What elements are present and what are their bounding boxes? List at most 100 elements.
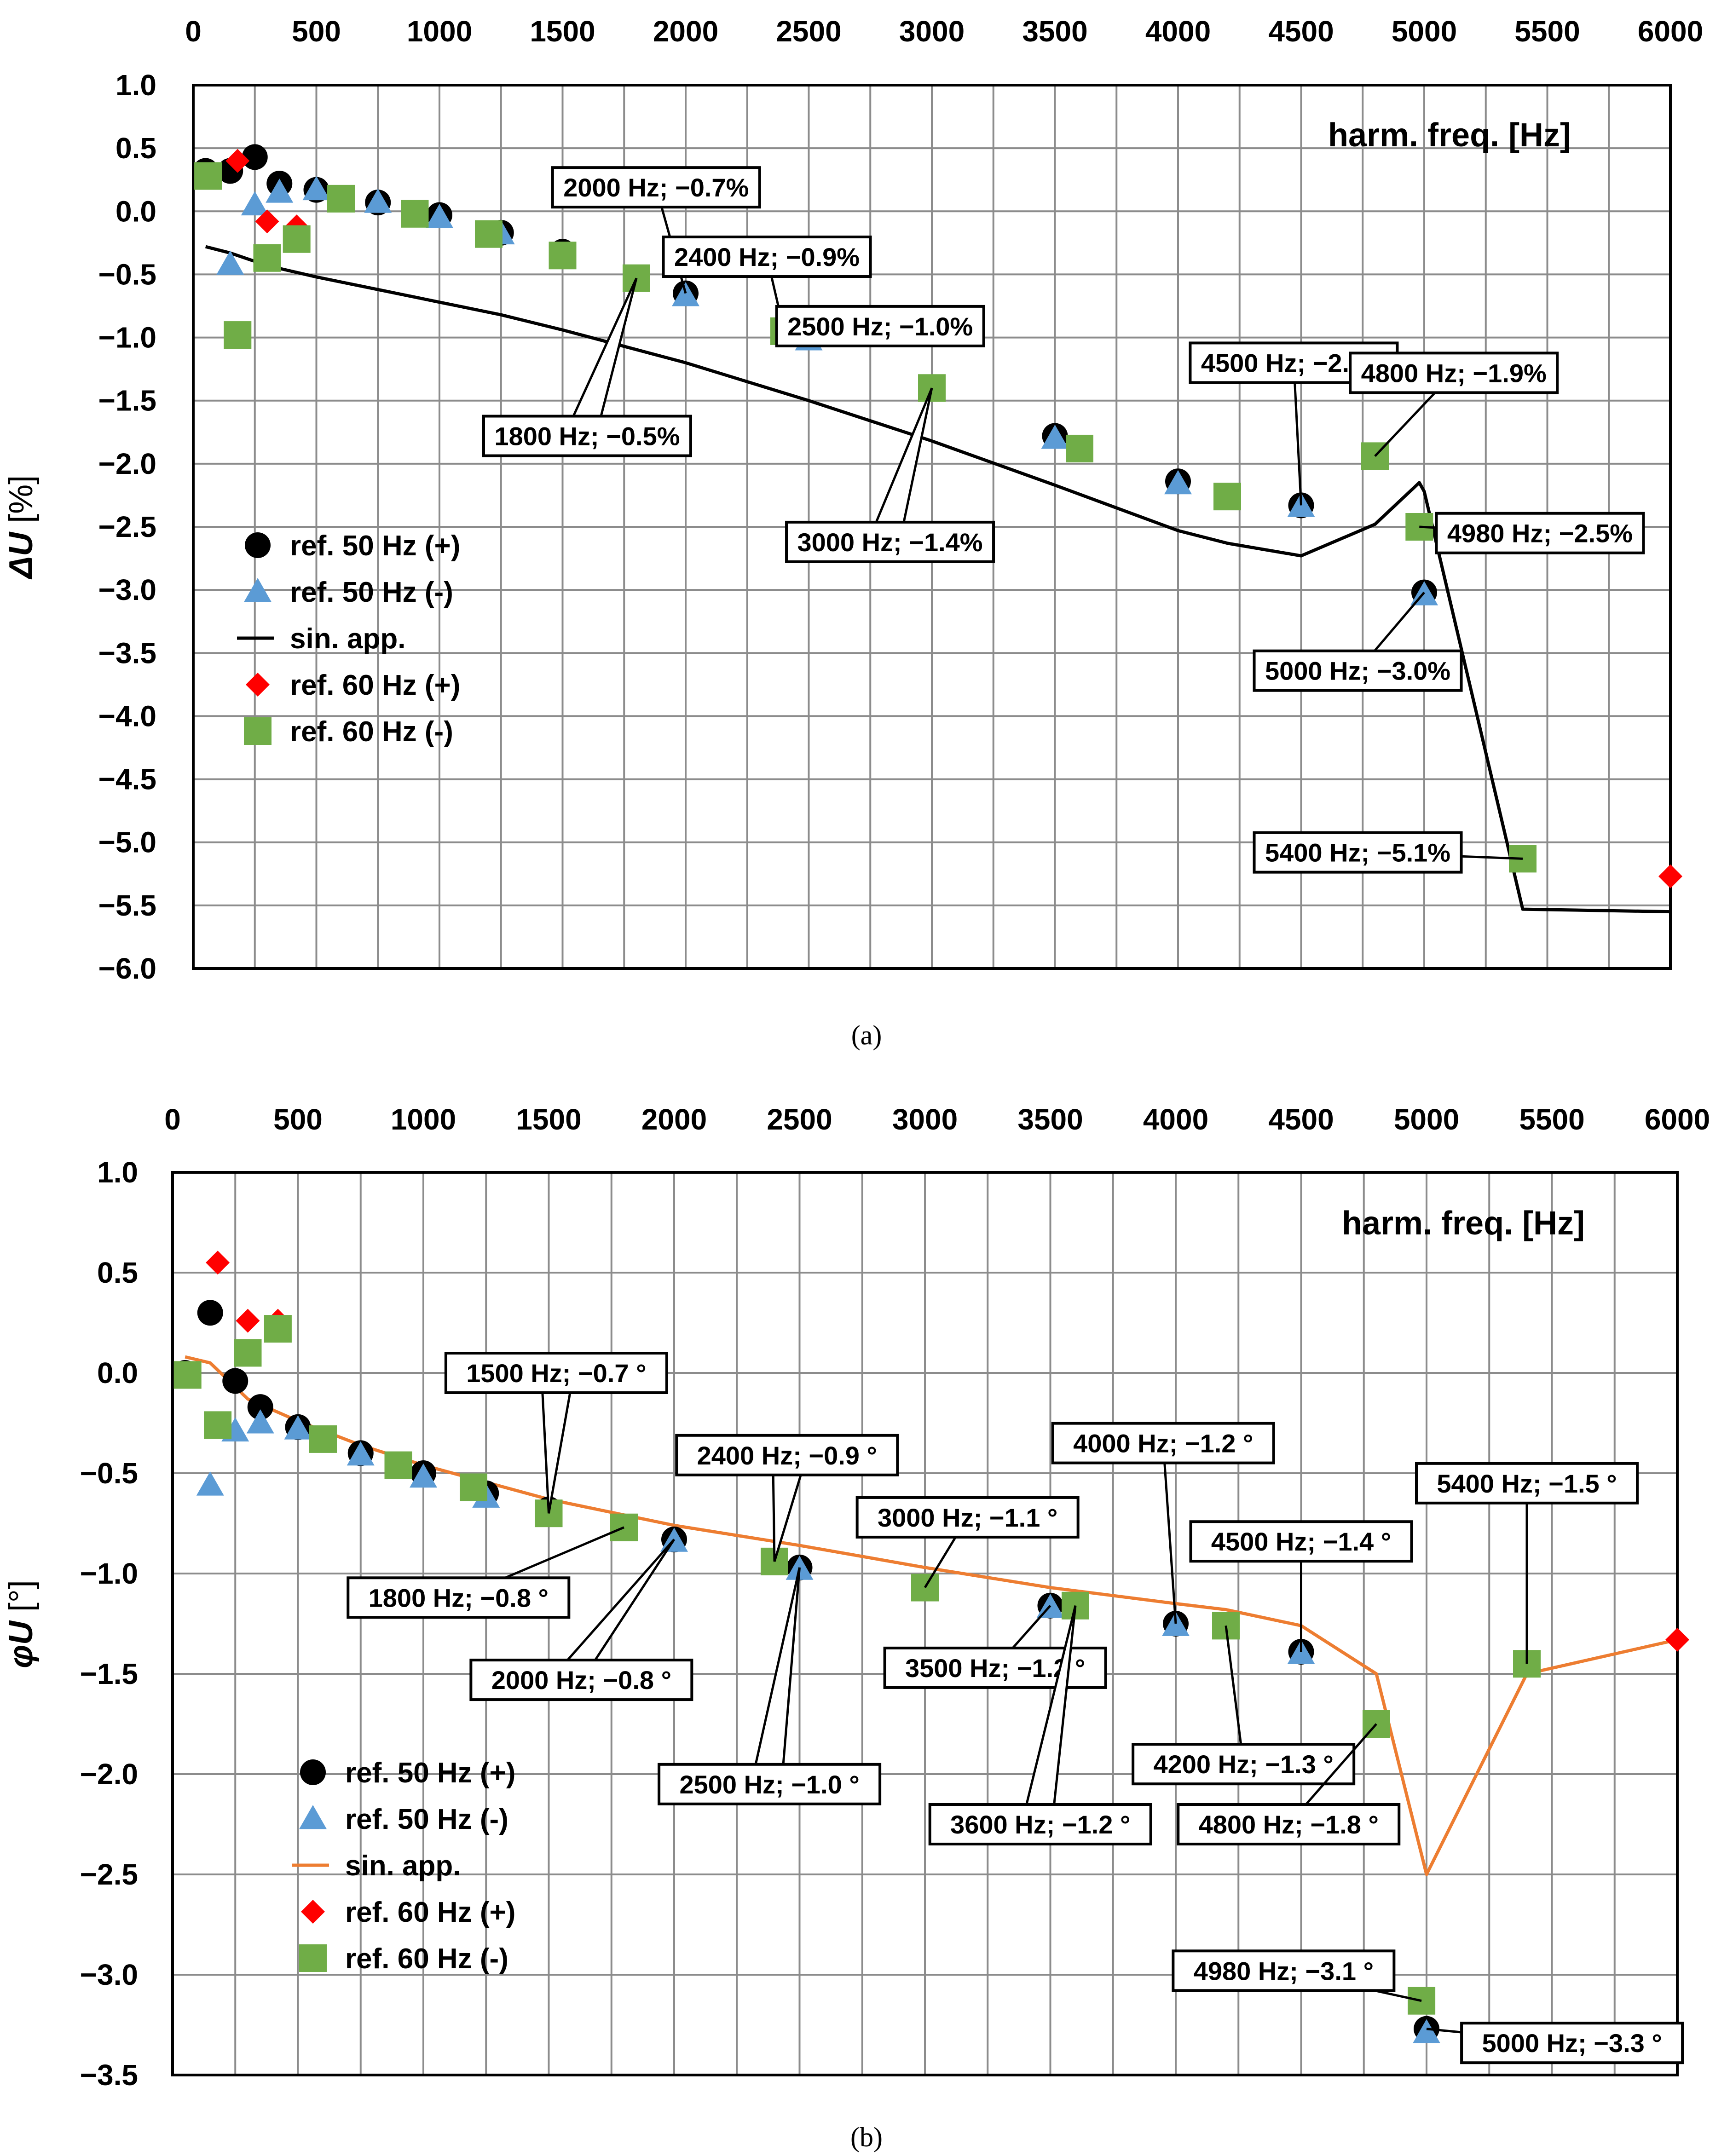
annotation-box: [347, 1576, 571, 1619]
data-point: [1041, 425, 1069, 449]
data-point: [364, 189, 392, 213]
data-point: [1162, 1612, 1190, 1636]
subfigure-label: (a): [851, 1020, 882, 1050]
y-tick-label: −4.0: [98, 699, 156, 732]
data-point: [244, 717, 272, 745]
annotation-box: [1177, 1803, 1401, 1845]
annotation: 1800 Hz; −0.5%: [482, 277, 692, 457]
data-point: [247, 1394, 273, 1420]
x-axis-label: harm. freq. [Hz]: [1328, 117, 1571, 154]
annotation-text: 4800 Hz; −1.8 °: [1199, 1810, 1379, 1839]
legend-label: sin. app.: [345, 1850, 461, 1882]
annotation-text: 2400 Hz; −0.9 °: [697, 1441, 877, 1470]
annotation-leader: [1225, 1626, 1245, 1764]
annotation-text: 4800 Hz; −1.9%: [1361, 358, 1547, 387]
y-axis-label: ΔU [%]: [3, 475, 40, 580]
annotation: 3000 Hz; −1.4%: [785, 387, 995, 563]
x-tick-label: 1500: [516, 1103, 581, 1136]
series-line-sin-app: [205, 245, 1671, 914]
y-tick-label: 0.5: [97, 1256, 138, 1289]
legend-label: ref. 50 Hz (+): [345, 1757, 515, 1789]
annotation: 3000 Hz; −1.1 °: [855, 1496, 1080, 1588]
x-tick-label: 4000: [1145, 15, 1211, 48]
y-axis-unit: [%]: [3, 475, 40, 532]
chart-b: 0 500 1000 1500 2000 2500 3000 3500 4000 4500 5000…: [3, 1103, 1710, 2152]
annotation: 5400 Hz; −5.1%: [1253, 831, 1523, 874]
data-point: [244, 578, 272, 602]
annotation: 1500 Hz; −0.7 °: [444, 1352, 668, 1514]
data-point: [301, 1900, 325, 1924]
annotation-box: [785, 520, 995, 563]
annotation-text: 3600 Hz; −1.2 °: [950, 1810, 1130, 1839]
annotation-text: 4000 Hz; −1.2 °: [1073, 1429, 1253, 1458]
y-tick-label: −5.0: [98, 826, 156, 859]
annotation-box: [444, 1352, 668, 1394]
annotation-text: 2400 Hz; −0.9%: [674, 242, 860, 271]
data-point: [672, 282, 699, 306]
data-point: [1066, 434, 1093, 462]
y-tick-label: −1.0: [80, 1557, 138, 1590]
x-tick-label: 2000: [641, 1103, 707, 1136]
data-point: [549, 242, 577, 270]
plot-frame: [192, 84, 1672, 970]
x-tick-label: 5500: [1519, 1103, 1584, 1136]
data-point: [1658, 864, 1682, 888]
annotation: 5400 Hz; −1.5 °: [1415, 1462, 1639, 1664]
y-axis-symbol: ΔU: [3, 531, 40, 580]
annotation: 2000 Hz; −0.8 °: [469, 1539, 693, 1701]
annotation-text: 3000 Hz; −1.4%: [797, 528, 982, 557]
legend-label: ref. 60 Hz (-): [290, 716, 453, 748]
data-point: [283, 225, 311, 253]
x-axis-label: harm. freq. [Hz]: [1342, 1205, 1585, 1242]
y-tick-label: −2.0: [80, 1758, 138, 1791]
annotation-text: 2500 Hz; −1.0 °: [679, 1770, 859, 1799]
y-tick-label: −6.0: [98, 952, 156, 985]
data-point: [242, 144, 268, 170]
data-point: [236, 1309, 260, 1333]
y-tick-label: −1.5: [80, 1657, 138, 1690]
annotation-leader: [1162, 1443, 1177, 1624]
legend: ref. 50 Hz (+) ref. 50 Hz (-) sin. app. ref…: [292, 1757, 515, 1975]
data-point: [204, 1411, 232, 1439]
annotation: 2000 Hz; −0.7%: [551, 166, 761, 294]
data-point: [401, 200, 429, 228]
x-tick-label: 500: [273, 1103, 323, 1136]
annotation-text: 4980 Hz; −2.5%: [1447, 519, 1633, 548]
data-point: [384, 1451, 412, 1479]
annotation-box: [1172, 1949, 1396, 1992]
y-tick-label: −3.0: [98, 573, 156, 606]
legend-label: ref. 60 Hz (-): [345, 1943, 508, 1975]
annotation-box: [1253, 649, 1463, 692]
x-tick-label: 1000: [391, 1103, 456, 1136]
data-point: [197, 1300, 223, 1326]
annotation-text: 5400 Hz; −5.1%: [1265, 838, 1450, 867]
annotation: 4200 Hz; −1.3 °: [1132, 1626, 1356, 1786]
data-point: [327, 184, 355, 213]
data-point: [410, 1463, 437, 1488]
annotation-box: [1132, 1743, 1356, 1786]
data-point: [253, 244, 281, 272]
data-point: [173, 1361, 202, 1389]
annotation-box: [1051, 1422, 1275, 1464]
y-tick-label: 1.0: [116, 69, 156, 102]
annotation-text: 3500 Hz; −1.2 °: [905, 1654, 1085, 1683]
data-point: [1413, 2019, 1440, 2043]
data-point: [206, 1251, 230, 1275]
series-ref-50-hz-: [196, 1409, 1440, 2043]
annotation-text: 4980 Hz; −3.1 °: [1194, 1956, 1374, 1985]
legend-label: ref. 50 Hz (+): [290, 530, 460, 562]
data-point: [245, 532, 271, 558]
data-point: [1287, 1640, 1315, 1664]
data-point: [284, 1415, 312, 1440]
y-axis-symbol: φU: [3, 1620, 40, 1668]
annotation: 2400 Hz; −0.9 °: [675, 1434, 899, 1562]
x-tick-label: 4500: [1268, 15, 1334, 48]
annotation: 4980 Hz; −3.1 °: [1172, 1949, 1422, 2002]
annotation-text: 2500 Hz; −1.0%: [787, 312, 973, 341]
x-tick-label: 2500: [776, 15, 841, 48]
annotation: 2500 Hz; −1.0%: [775, 305, 985, 347]
annotation: 4800 Hz; −1.9%: [1349, 352, 1559, 457]
annotation-box: [551, 166, 761, 209]
annotation-box: [1460, 2022, 1684, 2064]
y-tick-label: −2.5: [80, 1858, 138, 1891]
